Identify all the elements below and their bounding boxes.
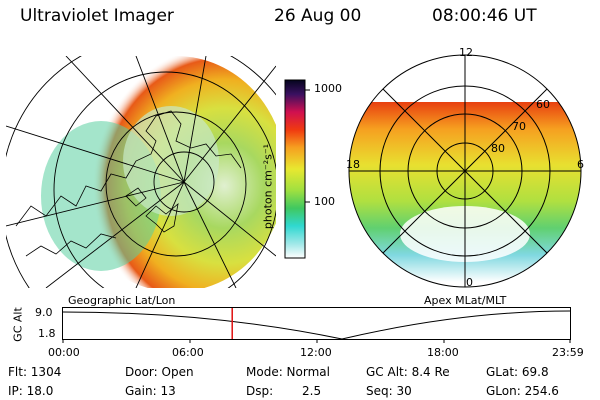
lat-lon-grid (6, 56, 276, 288)
geographic-latitude: GLat: 69.8 (486, 365, 549, 379)
dsp-value: 2.5 (302, 384, 322, 398)
mlat-mlt-grid (348, 54, 582, 288)
time-tick-2359: 23:59 (552, 346, 584, 359)
time-tick-1800: 18:00 (427, 346, 459, 359)
gc-altitude: GC Alt: 8.4 Re (366, 365, 450, 379)
geo-panel-caption: Geographic Lat/Lon (68, 294, 176, 307)
ip-value: IP: 18.0 (8, 384, 54, 398)
dsp-label: Dsp: (246, 384, 274, 398)
altitude-axis-label: GC Alt (11, 307, 25, 342)
image-time: 08:00:46 UT (432, 6, 537, 26)
altitude-ytick-high: 9.0 (35, 306, 53, 319)
altitude-curve (62, 310, 571, 340)
mlat-label-70: 70 (512, 120, 526, 133)
sequence-number: Seq: 30 (366, 384, 412, 398)
altitude-plot-frame (62, 307, 571, 340)
mlat-label-80: 80 (491, 142, 505, 155)
colorbar-tick-1000: 1000 (314, 82, 342, 95)
time-ticks (62, 339, 571, 343)
colorbar-label: photon cm⁻²s⁻¹ (261, 143, 275, 230)
altitude-timeline (62, 307, 571, 343)
time-tick-0000: 00:00 (48, 346, 80, 359)
instrument-title: Ultraviolet Imager (20, 6, 174, 26)
time-tick-1200: 12:00 (300, 346, 332, 359)
polar-panel-caption: Apex MLat/MLT (424, 294, 507, 307)
mlat-label-60: 60 (536, 98, 550, 111)
colorbar-tick-100: 100 (314, 195, 335, 208)
flight-number: Flt: 1304 (8, 365, 62, 379)
time-tick-0600: 06:00 (172, 346, 204, 359)
geographic-longitude: GLon: 254.6 (486, 384, 559, 398)
mlt-label-0: 0 (466, 276, 473, 289)
mlt-label-12: 12 (459, 46, 473, 59)
colorbar (284, 79, 310, 259)
coastlines (15, 110, 242, 257)
image-date: 26 Aug 00 (274, 6, 362, 26)
mode-value: Mode: Normal (246, 365, 330, 379)
mlt-label-6: 6 (577, 158, 584, 171)
geographic-image (6, 56, 276, 288)
altitude-ytick-low: 1.8 (38, 327, 56, 340)
gain-value: Gain: 13 (125, 384, 176, 398)
polar-image (348, 54, 582, 288)
mlt-label-18: 18 (346, 158, 360, 171)
door-status: Door: Open (125, 365, 194, 379)
